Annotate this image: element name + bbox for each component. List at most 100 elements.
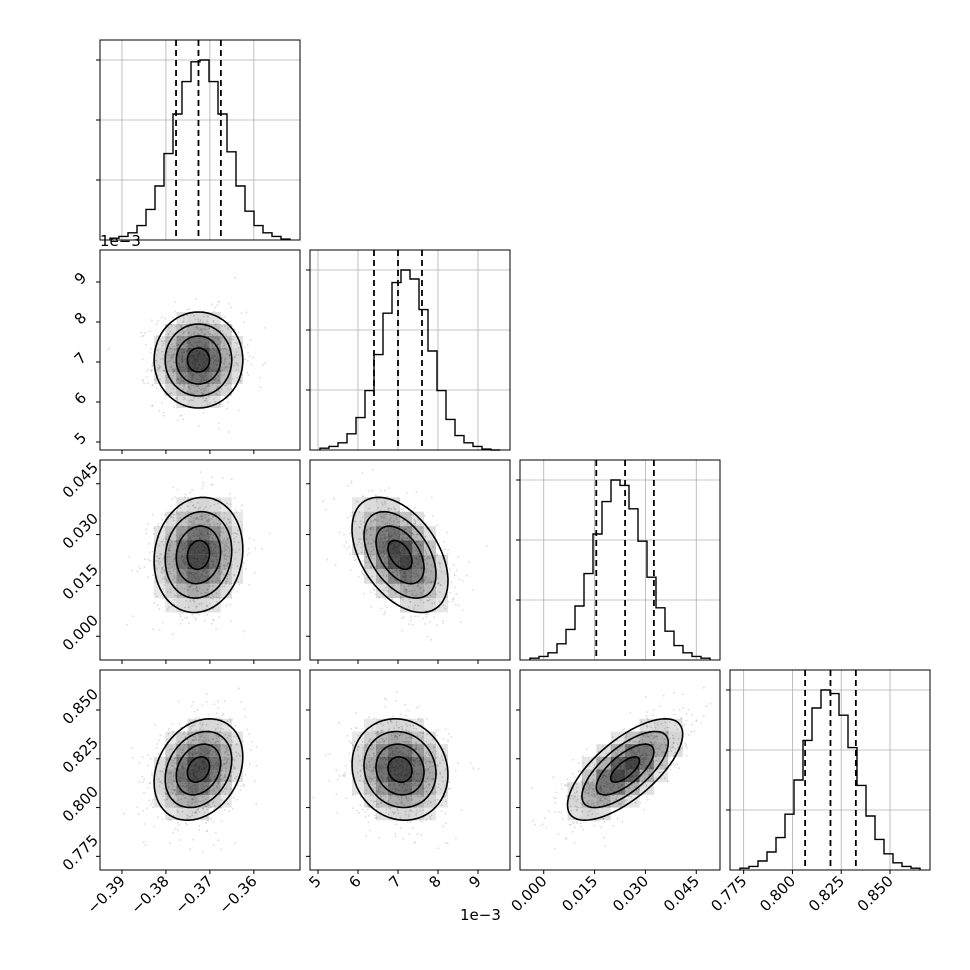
- scatter-point: [402, 538, 405, 541]
- scatter-point: [406, 725, 409, 728]
- scatter-point: [222, 776, 225, 779]
- scatter-point: [406, 740, 409, 743]
- scatter-point: [442, 604, 445, 607]
- scatter-point: [417, 524, 420, 527]
- scatter-point: [202, 851, 204, 854]
- scatter-point: [383, 793, 386, 796]
- scatter-point: [367, 814, 370, 817]
- panel-frame: [99, 669, 301, 871]
- scatter-point: [178, 382, 181, 385]
- scatter-point: [203, 328, 206, 330]
- scatter-point: [397, 583, 400, 585]
- scatter-point: [350, 772, 352, 775]
- scatter-point: [397, 726, 400, 729]
- scatter-point: [426, 568, 429, 570]
- scatter-point: [209, 333, 212, 335]
- scatter-point: [426, 581, 428, 584]
- scatter-point: [580, 806, 582, 809]
- scatter-point: [144, 844, 147, 847]
- scatter-point: [211, 515, 214, 518]
- scatter-point: [385, 560, 388, 563]
- scatter-point: [336, 779, 339, 781]
- scatter-point: [176, 378, 179, 380]
- scatter-point: [199, 515, 202, 517]
- density-cell: [220, 731, 232, 745]
- scatter-point: [223, 554, 225, 556]
- scatter-point: [160, 567, 163, 569]
- scatter-point: [371, 783, 374, 785]
- scatter-point: [358, 538, 360, 540]
- scatter-point: [224, 793, 227, 795]
- scatter-point: [367, 821, 370, 824]
- scatter-point: [416, 550, 419, 552]
- scatter-point: [160, 316, 163, 319]
- scatter-point: [237, 346, 240, 349]
- scatter-point: [158, 557, 161, 560]
- scatter-point: [220, 342, 223, 345]
- scatter-point: [193, 390, 196, 393]
- scatter-point: [655, 755, 657, 758]
- contour-line: [375, 743, 425, 796]
- scatter-point: [229, 780, 232, 783]
- scatter-point: [192, 616, 195, 619]
- scatter-point: [154, 379, 157, 381]
- scatter-point: [428, 557, 431, 560]
- scatter-point: [402, 508, 405, 510]
- scatter-point: [170, 365, 172, 368]
- scatter-point: [231, 718, 234, 721]
- scatter-point: [219, 807, 222, 809]
- scatter-point: [201, 518, 204, 521]
- scatter-point: [183, 383, 185, 385]
- scatter-point: [432, 778, 434, 781]
- scatter-point: [406, 492, 408, 494]
- scatter-point: [244, 568, 247, 570]
- scatter-point: [588, 810, 590, 813]
- scatter-point: [427, 769, 430, 771]
- scatter-point: [232, 758, 235, 761]
- scatter-point: [161, 350, 164, 353]
- scatter-point: [149, 781, 151, 784]
- scatter-point: [181, 782, 184, 784]
- scatter-point: [173, 758, 176, 760]
- density-cell: [154, 756, 166, 770]
- scatter-point: [180, 525, 183, 527]
- scatter-point: [415, 550, 417, 552]
- scatter-point: [430, 801, 432, 803]
- scatter-point: [357, 746, 360, 748]
- scatter-point: [184, 569, 187, 572]
- density-cell: [198, 794, 210, 808]
- scatter-point: [204, 399, 207, 402]
- scatter-point: [335, 769, 338, 772]
- scatter-point: [415, 744, 418, 747]
- scatter-point: [175, 754, 178, 756]
- scatter-point: [172, 516, 175, 519]
- scatter-point: [224, 357, 227, 360]
- scatter-point: [420, 592, 423, 595]
- scatter-point: [172, 387, 175, 390]
- scatter-point: [348, 545, 351, 548]
- scatter-point: [445, 800, 447, 803]
- scatter-point: [188, 586, 191, 588]
- scatter-point: [205, 596, 208, 599]
- scatter-point: [419, 754, 421, 756]
- scatter-point: [395, 579, 397, 581]
- scatter-point: [164, 340, 166, 342]
- scatter-point: [209, 741, 212, 744]
- scatter-point: [219, 506, 222, 509]
- scatter-point: [156, 743, 159, 745]
- density-cell: [198, 744, 210, 757]
- scatter-point: [424, 755, 426, 757]
- scatter-point: [223, 363, 226, 366]
- scatter-point: [209, 518, 211, 520]
- scatter-point: [229, 745, 232, 747]
- scatter-point: [207, 819, 209, 822]
- scatter-point: [224, 752, 226, 754]
- scatter-point: [192, 701, 195, 704]
- scatter-point: [349, 553, 352, 555]
- scatter-point: [412, 550, 415, 552]
- scatter-point: [206, 400, 209, 402]
- scatter-point: [376, 519, 379, 522]
- scatter-point: [380, 796, 382, 798]
- scatter-point: [205, 739, 207, 742]
- scatter-point: [197, 320, 200, 323]
